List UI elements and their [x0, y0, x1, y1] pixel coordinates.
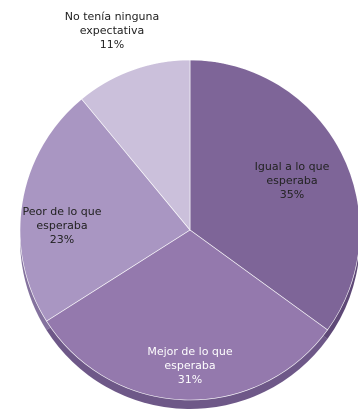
pie-slice-3: [19, 98, 191, 322]
slice-value-label: 11%: [100, 38, 124, 51]
slice-category-label: Mejor de lo que: [147, 345, 233, 358]
pie-slice-4: [81, 59, 191, 231]
slice-category-label: No tenía ninguna: [65, 10, 159, 23]
slice-category-label: esperaba: [164, 359, 215, 372]
slice-category-label: expectativa: [80, 24, 145, 37]
slice-value-label: 31%: [178, 373, 202, 386]
slice-value-label: 23%: [50, 233, 74, 246]
slice-label-3: Peor de lo que esperaba 23%: [22, 205, 101, 246]
pie-labels: Igual a lo que esperaba 35%Mejor de lo que…: [22, 10, 329, 386]
slice-category-label: Igual a lo que: [255, 160, 330, 173]
slice-category-label: esperaba: [266, 174, 317, 187]
pie-slices: [19, 59, 358, 401]
pie-slice-2: [46, 229, 328, 401]
slice-category-label: esperaba: [36, 219, 87, 232]
slice-label-2: Mejor de lo que esperaba 31%: [147, 345, 233, 386]
slice-label-1: Igual a lo que esperaba 35%: [255, 160, 330, 201]
slice-category-label: Peor de lo que: [22, 205, 101, 218]
pie-slice-1: [189, 59, 358, 331]
slice-value-label: 35%: [280, 188, 304, 201]
slice-label-4: No tenía ninguna expectativa 11%: [65, 10, 159, 51]
